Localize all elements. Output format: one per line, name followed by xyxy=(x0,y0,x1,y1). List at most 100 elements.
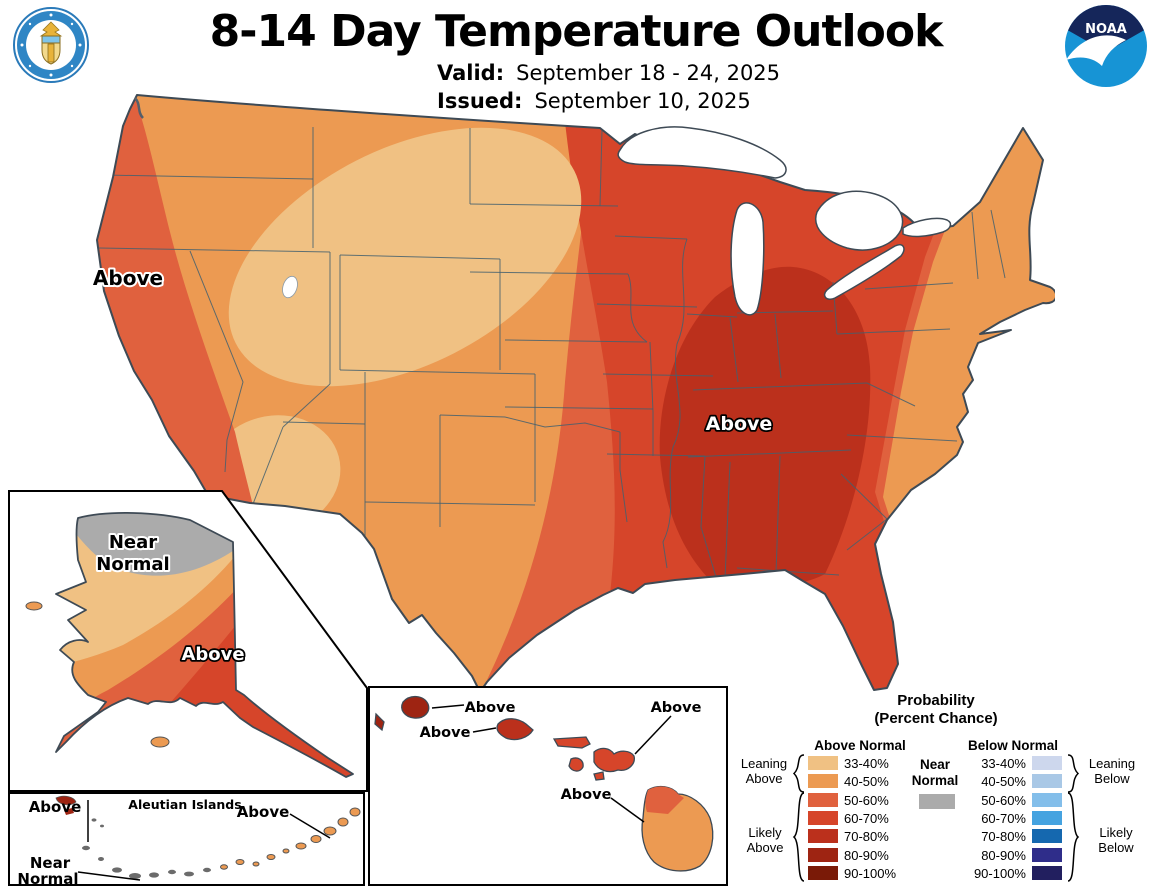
great-salt-lake xyxy=(282,275,298,299)
legend-swatch-below xyxy=(1032,793,1062,807)
aleutian-inset: Above Aleutian Islands Above Near Normal xyxy=(8,792,365,886)
legend-range-label: 40-50% xyxy=(981,774,1026,789)
legend-title-2: (Percent Chance) xyxy=(874,710,998,727)
ak-region-near-normal xyxy=(56,512,253,576)
issued-value: September 10, 2025 xyxy=(534,89,751,113)
legend-range-label: 80-90% xyxy=(844,848,889,863)
brace-likely-below xyxy=(1067,792,1080,882)
noaa-logo-text: NOAA xyxy=(1085,22,1127,37)
kauai-island xyxy=(401,695,430,719)
issued-label: Issued: xyxy=(437,89,523,113)
aleutian-above-east-label: Above xyxy=(237,803,290,821)
legend-swatch-below xyxy=(1032,829,1062,843)
legend-range-label: 90-100% xyxy=(844,866,897,881)
legend-range-label: 33-40% xyxy=(981,756,1026,771)
legend-swatch-below xyxy=(1032,811,1062,825)
brace-likely-above xyxy=(792,792,805,882)
aleutian-title: Aleutian Islands xyxy=(128,797,241,812)
conus-temperature-map: Above Above xyxy=(91,94,1055,692)
legend-swatch-above xyxy=(808,848,838,862)
great-lakes xyxy=(617,126,952,316)
doc-seal-icon xyxy=(13,7,89,83)
legend-swatch-above xyxy=(808,829,838,843)
aleutian-islands-orange xyxy=(220,807,361,870)
kahoolawe-island xyxy=(593,771,605,781)
state-borders xyxy=(98,127,1006,580)
aleutian-above-west-label: Above xyxy=(29,798,82,816)
legend-range-label: 90-100% xyxy=(973,866,1026,881)
legend-swatch-above xyxy=(808,793,838,807)
legend-likely-below: Likely Below xyxy=(1098,825,1134,855)
legend-title-1: Probability xyxy=(897,692,975,709)
lanai-island xyxy=(568,757,584,772)
lake-okeechobee xyxy=(915,617,926,626)
aleutian-inset-border xyxy=(8,792,365,886)
brace-leaning-below xyxy=(1067,754,1080,793)
hawaii-above-maui-label: Above xyxy=(651,700,702,716)
legend-likely-above: Likely Above xyxy=(746,825,784,855)
alaska-inset: Near Normal Above xyxy=(8,490,368,792)
valid-label: Valid: xyxy=(437,61,505,85)
puget-sound xyxy=(134,97,144,119)
legend-leaning-above: Leaning Above xyxy=(740,756,788,786)
legend-swatch-below xyxy=(1032,866,1062,880)
niihau-island xyxy=(374,712,385,732)
aleutian-islands-gray xyxy=(82,818,211,879)
above-label-central: Above xyxy=(706,413,773,435)
legend-range-label: 40-50% xyxy=(844,774,889,789)
alaska-outline xyxy=(55,512,354,778)
legend-swatch-below xyxy=(1032,774,1062,788)
valid-issued-block: Valid: September 18 - 24, 2025 Issued: Sep… xyxy=(437,59,780,115)
legend-near-label-1: Near xyxy=(919,757,951,772)
legend-swatch-above xyxy=(808,774,838,788)
legend-range-label: 70-80% xyxy=(981,829,1026,844)
legend-above-header: Above Normal xyxy=(814,738,906,753)
legend-swatch-near-normal xyxy=(919,794,955,809)
valid-line: Valid: September 18 - 24, 2025 xyxy=(437,59,780,87)
hawaii-inset: Above Above Above Above xyxy=(368,686,728,886)
legend-near-label-2: Normal xyxy=(911,773,959,788)
legend-leaning-below: Leaning Below xyxy=(1088,756,1136,786)
hawaii-above-oahu-label: Above xyxy=(420,725,471,741)
maui-island xyxy=(593,747,635,773)
legend-swatch-above xyxy=(808,811,838,825)
aleutian-near-label-1: Near xyxy=(30,854,71,872)
hawaii-above-kauai-label: Above xyxy=(465,700,516,716)
pointer-line xyxy=(289,813,331,839)
pointer-line xyxy=(431,704,465,709)
legend-range-label: 80-90% xyxy=(981,848,1026,863)
pointer-line xyxy=(472,727,497,733)
legend-range-label: 60-70% xyxy=(981,811,1026,826)
legend-range-label: 50-60% xyxy=(981,793,1026,808)
legend-range-label: 60-70% xyxy=(844,811,889,826)
big-island-north-tip xyxy=(645,786,684,814)
pointer-line xyxy=(610,797,645,823)
aleutian-red-island xyxy=(55,795,77,806)
aleutian-red-islet xyxy=(64,808,74,815)
legend-range-label: 70-80% xyxy=(844,829,889,844)
hawaii-above-big-island-label: Above xyxy=(561,787,612,803)
region-70-80-blob xyxy=(659,266,871,587)
molokai-island xyxy=(552,736,591,749)
page-title: 8-14 Day Temperature Outlook xyxy=(209,6,944,57)
legend-swatch-above xyxy=(808,756,838,770)
pointer-line xyxy=(634,715,672,755)
ak-near-normal-label-2: Normal xyxy=(96,554,169,575)
noaa-logo-icon: NOAA xyxy=(1065,5,1147,87)
kodiak-island xyxy=(150,736,170,748)
issued-line: Issued: September 10, 2025 xyxy=(437,87,780,115)
legend-range-label: 33-40% xyxy=(844,756,889,771)
legend-swatch-below xyxy=(1032,756,1062,770)
legend-range-label: 50-60% xyxy=(844,793,889,808)
us-border-outline xyxy=(96,94,1055,692)
aleutian-near-label-2: Normal xyxy=(17,870,78,886)
valid-value: September 18 - 24, 2025 xyxy=(516,61,781,85)
legend-swatch-below xyxy=(1032,848,1062,862)
ak-above-label: Above xyxy=(181,644,244,665)
legend-swatch-above xyxy=(808,866,838,880)
st-lawrence-island xyxy=(25,601,43,611)
oahu-island xyxy=(496,718,534,741)
above-label-west: Above xyxy=(93,266,163,290)
ak-near-normal-label-1: Near xyxy=(109,532,157,553)
